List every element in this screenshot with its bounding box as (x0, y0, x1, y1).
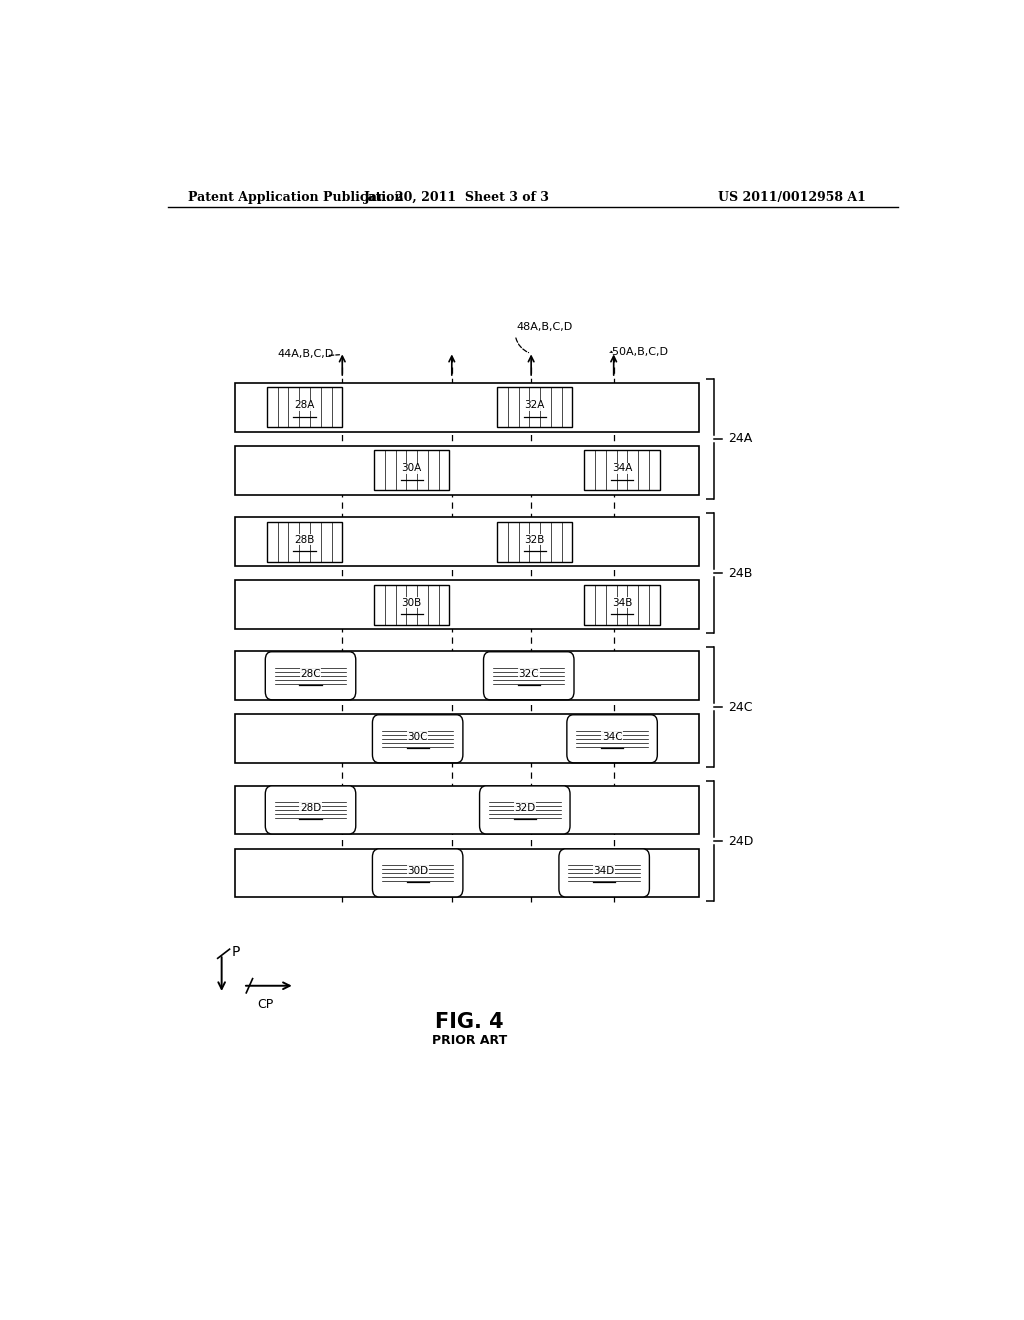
Bar (236, 714, 699, 763)
Bar (267, 521, 342, 561)
FancyBboxPatch shape (559, 849, 649, 896)
Bar (236, 446, 699, 495)
Text: 30D: 30D (408, 866, 428, 876)
Text: 24A: 24A (728, 433, 753, 445)
Text: US 2011/0012958 A1: US 2011/0012958 A1 (718, 190, 866, 203)
Text: 30B: 30B (401, 598, 422, 607)
Text: 24D: 24D (728, 836, 754, 847)
Bar (497, 387, 572, 428)
Text: Patent Application Publication: Patent Application Publication (187, 190, 403, 203)
Bar (236, 651, 699, 700)
Text: 32C: 32C (518, 669, 539, 678)
Text: 28A: 28A (294, 400, 314, 411)
FancyBboxPatch shape (483, 652, 574, 700)
Text: -50A,B,C,D: -50A,B,C,D (609, 347, 669, 356)
Bar (374, 450, 450, 491)
Text: 34C: 34C (602, 731, 623, 742)
Text: PRIOR ART: PRIOR ART (432, 1034, 507, 1047)
Text: 30C: 30C (408, 731, 428, 742)
Text: FIG. 4: FIG. 4 (435, 1012, 504, 1032)
Text: 34A: 34A (611, 463, 632, 474)
Text: 32A: 32A (524, 400, 545, 411)
Bar (585, 450, 659, 491)
Bar (497, 521, 572, 561)
Bar (585, 585, 659, 624)
Bar (236, 581, 699, 630)
Bar (236, 785, 699, 834)
Text: 28D: 28D (300, 803, 322, 813)
Text: 32B: 32B (524, 535, 545, 545)
Bar (236, 517, 699, 566)
FancyBboxPatch shape (373, 714, 463, 763)
Text: 48A,B,C,D: 48A,B,C,D (517, 322, 573, 333)
Text: 34D: 34D (594, 866, 614, 876)
Text: 32D: 32D (514, 803, 536, 813)
Bar (236, 849, 699, 898)
Text: 44A,B,C,D: 44A,B,C,D (278, 348, 334, 359)
Bar (374, 585, 450, 624)
FancyBboxPatch shape (373, 849, 463, 896)
FancyBboxPatch shape (567, 714, 657, 763)
FancyBboxPatch shape (479, 785, 570, 834)
Text: Jan. 20, 2011  Sheet 3 of 3: Jan. 20, 2011 Sheet 3 of 3 (365, 190, 550, 203)
FancyBboxPatch shape (265, 652, 355, 700)
Text: 24C: 24C (728, 701, 753, 714)
Text: 34B: 34B (611, 598, 632, 607)
Bar (236, 383, 699, 432)
Text: 30A: 30A (401, 463, 422, 474)
FancyBboxPatch shape (265, 785, 355, 834)
Bar (267, 387, 342, 428)
Text: 28C: 28C (300, 669, 321, 678)
Text: CP: CP (257, 998, 273, 1011)
Text: P: P (231, 945, 240, 960)
Text: 24B: 24B (728, 566, 753, 579)
Text: 28B: 28B (294, 535, 314, 545)
